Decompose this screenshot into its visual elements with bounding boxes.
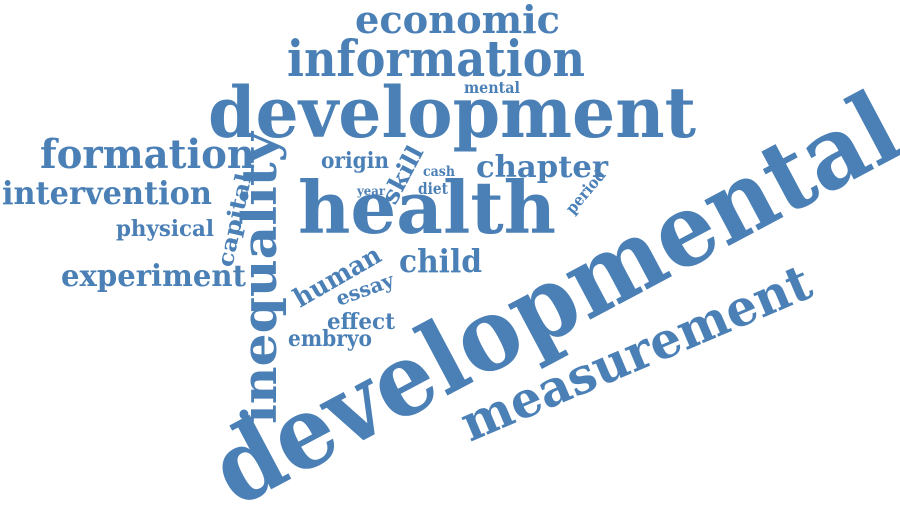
- word-experiment: experiment: [61, 259, 246, 294]
- word-effect: effect: [327, 309, 396, 335]
- word-child: child: [399, 242, 482, 280]
- word-mental: mental: [464, 78, 520, 97]
- word-embryo: embryo: [288, 326, 372, 352]
- word-intervention: intervention: [2, 174, 212, 212]
- word-inequality: inequality: [232, 130, 288, 424]
- word-chapter: chapter: [476, 150, 609, 185]
- word-health: health: [298, 165, 556, 250]
- word-diet: diet: [418, 179, 449, 198]
- word-physical: physical: [116, 216, 214, 242]
- word-cash: cash: [423, 164, 455, 180]
- word-information: information: [287, 29, 585, 88]
- word-origin: origin: [321, 148, 389, 174]
- word-year: year: [356, 184, 386, 198]
- word-formation: formation: [40, 131, 255, 178]
- word-economic: economic: [355, 0, 560, 42]
- word-development: development: [208, 71, 696, 154]
